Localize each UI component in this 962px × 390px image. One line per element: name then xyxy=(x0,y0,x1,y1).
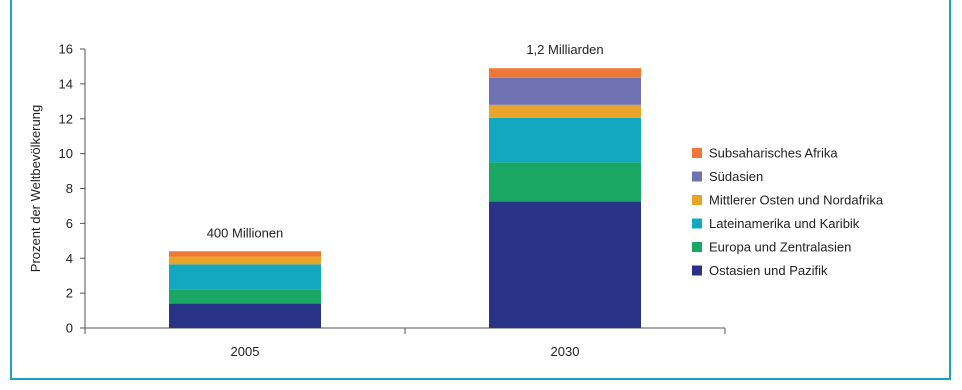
bar-segment xyxy=(489,162,641,202)
y-tick-label: 16 xyxy=(59,42,73,57)
bar-segment xyxy=(169,251,321,257)
y-tick-label: 12 xyxy=(59,111,73,126)
legend-swatch xyxy=(692,148,702,158)
bar-segment xyxy=(489,117,641,163)
y-tick-label: 8 xyxy=(66,181,73,196)
legend-swatch xyxy=(692,195,702,205)
legend-swatch xyxy=(692,171,702,182)
legend-label: Subsaharisches Afrika xyxy=(709,146,838,161)
y-tick-label: 14 xyxy=(59,76,73,91)
bar-total-label: 400 Millionen xyxy=(207,225,284,240)
legend-label: Mittlerer Osten und Nordafrika xyxy=(709,193,884,208)
bar-segment xyxy=(169,289,321,304)
legend-swatch xyxy=(692,242,702,252)
bar-segment xyxy=(169,264,321,290)
bars xyxy=(169,68,641,328)
legend-swatch xyxy=(692,265,702,276)
bar-segment xyxy=(489,104,641,118)
bar-segment xyxy=(169,256,321,265)
y-axis-label: Prozent der Weltbevölkerung xyxy=(28,105,43,272)
bar-segment xyxy=(489,77,641,105)
legend-swatch xyxy=(692,218,702,229)
legend: Subsaharisches Afrika Südasien Mittlerer O… xyxy=(692,146,884,278)
bar-segment xyxy=(489,68,641,78)
y-tick-label: 0 xyxy=(66,321,73,336)
bar-segment xyxy=(489,201,641,328)
x-tick-label: 2005 xyxy=(231,344,260,359)
y-tick-label: 6 xyxy=(66,216,73,231)
legend-label: Südasien xyxy=(709,169,763,184)
x-axis: 2005 2030 xyxy=(84,327,726,359)
bar-total-label: 1,2 Milliarden xyxy=(526,42,603,57)
legend-label: Europa und Zentralasien xyxy=(709,240,851,255)
y-tick-label: 2 xyxy=(66,286,73,301)
y-tick-label: 10 xyxy=(59,146,73,161)
bar-labels: 400 Millionen 1,2 Milliarden xyxy=(207,42,604,240)
bar-segment xyxy=(169,303,321,328)
x-tick-label: 2030 xyxy=(551,344,580,359)
legend-label: Lateinamerika und Karibik xyxy=(709,216,860,231)
y-axis: 0 2 4 6 8 10 12 14 16 xyxy=(59,42,86,336)
y-tick-label: 4 xyxy=(66,251,73,266)
chart-frame xyxy=(10,0,951,380)
legend-label: Ostasien und Pazifik xyxy=(709,263,828,278)
